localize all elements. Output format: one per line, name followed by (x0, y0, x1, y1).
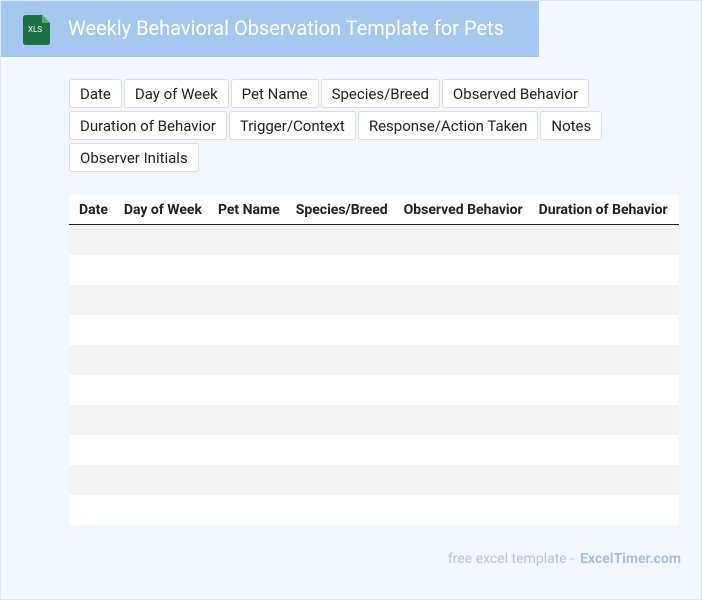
title: Weekly Behavioral Observation Template f… (68, 16, 504, 40)
footer-link[interactable]: ExcelTimer.com (580, 551, 681, 567)
column-header: Day of Week (123, 202, 202, 218)
xls-icon (23, 15, 50, 45)
column-header: Observed Behavior (403, 202, 523, 218)
table: Date Day of Week Pet Name Species/Breed Obse… (69, 195, 679, 525)
table-row (69, 435, 679, 465)
column-header: Species/Breed (295, 202, 388, 218)
table-body (69, 225, 679, 525)
field-chip[interactable]: Trigger/Context (228, 111, 356, 140)
column-header: Duration of Behavior (538, 202, 668, 218)
table-row (69, 255, 679, 285)
field-chip[interactable]: Pet Name (230, 79, 319, 108)
table-row (69, 225, 679, 255)
footer: free excel template - ExcelTimer.com (448, 551, 681, 567)
table-row (69, 465, 679, 495)
table-row (69, 345, 679, 375)
table-row (69, 375, 679, 405)
field-chip[interactable]: Species/Breed (320, 79, 440, 108)
field-chip[interactable]: Day of Week (123, 79, 229, 108)
header: XLS Weekly Behavioral Observation Templa… (1, 1, 539, 57)
icon-label: XLS (27, 25, 43, 34)
field-chip[interactable]: Duration of Behavior (69, 111, 227, 140)
table-row (69, 405, 679, 435)
field-chip[interactable]: Response/Action Taken (357, 111, 539, 140)
field-chip[interactable]: Date (69, 79, 122, 108)
table-row (69, 315, 679, 345)
column-header: Pet Name (217, 202, 280, 218)
field-chip[interactable]: Observed Behavior (441, 79, 590, 108)
column-header: Date (79, 202, 108, 218)
field-chips: Date Day of Week Pet Name Species/Breed Obse… (69, 79, 629, 172)
field-chip[interactable]: Notes (540, 111, 603, 140)
field-chip[interactable]: Observer Initials (69, 143, 199, 172)
table-row (69, 285, 679, 315)
footer-prefix: free excel template - (447, 551, 575, 567)
table-header: Date Day of Week Pet Name Species/Breed Obse… (69, 195, 679, 225)
table-row (69, 495, 679, 525)
